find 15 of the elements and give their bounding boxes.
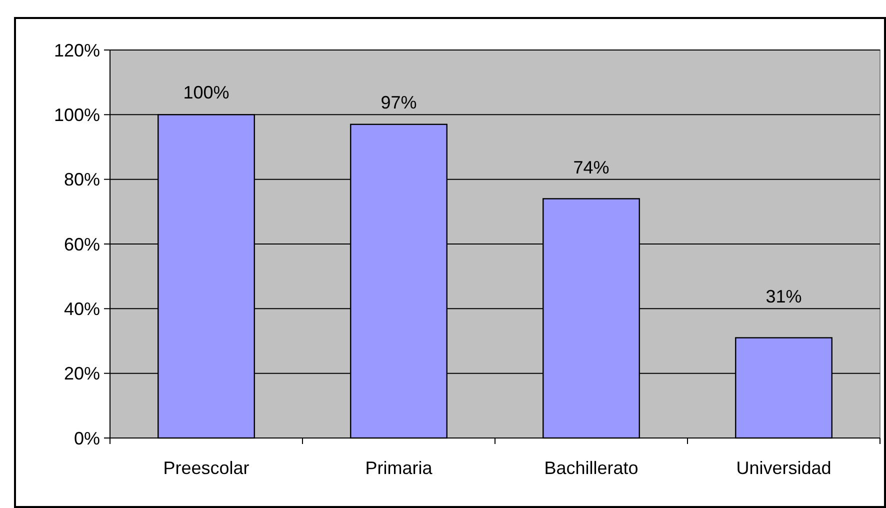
- data-label: 97%: [380, 92, 417, 112]
- x-tick-label: Preescolar: [163, 458, 250, 478]
- x-tick-label: Bachillerato: [544, 458, 638, 478]
- y-tick-label: 40%: [64, 298, 100, 319]
- y-tick-label: 100%: [54, 104, 100, 125]
- data-label: 31%: [766, 286, 802, 307]
- data-label: 100%: [183, 82, 230, 103]
- y-tick-label: 120%: [54, 40, 100, 60]
- y-tick-label: 20%: [64, 364, 100, 384]
- data-label: 74%: [573, 157, 610, 178]
- y-tick-label: 0%: [74, 428, 100, 448]
- y-tick-label: 80%: [64, 170, 100, 190]
- y-tick-label: 60%: [64, 234, 100, 254]
- x-tick-label: Universidad: [736, 458, 832, 478]
- x-tick-label: Primaria: [365, 458, 434, 478]
